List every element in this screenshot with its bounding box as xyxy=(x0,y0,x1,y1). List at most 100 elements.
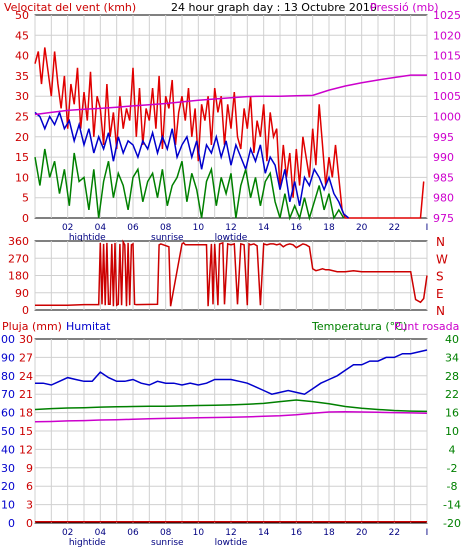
rain-humidity-temp-panel: 0102030405060708090100036912151821242730… xyxy=(0,333,461,548)
compass-label: S xyxy=(436,270,444,284)
wind-pressure-series xyxy=(34,47,427,221)
hour-tick-label: 04 xyxy=(95,223,107,233)
wind-speed-tick: 50 xyxy=(15,9,29,22)
wind-speed-tick: 20 xyxy=(15,131,29,144)
event-label-hightide: hightide xyxy=(69,538,106,548)
wind-speed-tick: 0 xyxy=(22,212,29,225)
event-label-lowtide: lowtide xyxy=(215,538,248,548)
direction-degree-axis: 0 90 180 270 360 xyxy=(8,235,29,317)
hour-tick-label: 16 xyxy=(291,528,303,538)
hour-tick-label: 14 xyxy=(258,528,270,538)
hour-tick-label: 12 xyxy=(225,528,236,538)
temperature-tick: 34 xyxy=(445,351,459,364)
hour-tick-label: 08 xyxy=(160,528,172,538)
wind-speed-tick: 15 xyxy=(15,151,29,164)
humidity-rain-axis: 0102030405060708090100036912151821242730 xyxy=(0,333,33,530)
hour-tick-label: 10 xyxy=(193,223,205,233)
direction-degree-tick: 180 xyxy=(8,270,29,283)
series-temperature xyxy=(34,399,428,413)
pressure-tick: 980 xyxy=(433,192,454,205)
temperature-tick: -20 xyxy=(443,517,461,530)
hour-tick-label: 20 xyxy=(356,528,368,538)
climate-event-labels: hightide sunrise lowtide xyxy=(69,538,248,548)
humidity-tick: 70 xyxy=(1,388,15,401)
temperature-tick: 16 xyxy=(445,407,459,420)
rain-tick: 24 xyxy=(19,370,33,383)
humidity-tick: 80 xyxy=(1,370,15,383)
hour-tick-label: 02 xyxy=(62,528,73,538)
climate-panel-grid xyxy=(34,339,428,523)
climate-series xyxy=(34,349,428,523)
pressure-tick: 1015 xyxy=(433,50,461,63)
hour-tick-label: 22 xyxy=(389,528,400,538)
rain-tick: 30 xyxy=(19,333,33,346)
wind-speed-tick: 40 xyxy=(15,50,29,63)
direction-degree-tick: 90 xyxy=(15,287,29,300)
wind-speed-tick: 10 xyxy=(15,171,29,184)
wind-speed-title: Velocitat del vent (kmh) xyxy=(4,1,136,14)
series-wind-min xyxy=(34,148,345,221)
humidity-tick: 30 xyxy=(1,462,15,475)
humidity-tick: 100 xyxy=(0,333,15,346)
wind-speed-tick: 35 xyxy=(15,70,29,83)
rain-title: Pluja (mm) xyxy=(2,320,62,333)
wind-speed-tick: 45 xyxy=(15,29,29,42)
wind-speed-tick: 30 xyxy=(15,90,29,103)
wind-event-labels: hightide sunrise lowtide xyxy=(69,233,248,243)
compass-label: N xyxy=(436,304,445,318)
pressure-tick: 1010 xyxy=(433,70,461,83)
temperature-tick: 4 xyxy=(449,443,456,456)
temperature-title: Temperatura (°C) xyxy=(311,320,407,333)
wind-speed-tick: 25 xyxy=(15,111,29,124)
humidity-tick: 50 xyxy=(1,425,15,438)
pressure-tick: 985 xyxy=(433,171,454,184)
pressure-axis: 975 980 985 990 995 1000 1005 1010 1015 1020 1025 xyxy=(433,9,461,225)
direction-degree-tick: 360 xyxy=(8,235,29,248)
temperature-tick: -14 xyxy=(443,499,461,512)
hour-tick-label: 16 xyxy=(291,223,303,233)
wind-hour-axis: 02 04 06 08 10 12 14 16 18 20 22 I xyxy=(62,223,428,233)
rain-tick: 3 xyxy=(26,499,33,512)
temperature-tick: 22 xyxy=(445,388,459,401)
humidity-tick: 10 xyxy=(1,499,15,512)
pressure-tick: 1000 xyxy=(433,111,461,124)
series-pressure xyxy=(34,74,427,116)
temperature-tick: -2 xyxy=(447,462,458,475)
hour-tick-label: I xyxy=(426,528,429,538)
humidity-tick: 60 xyxy=(1,407,15,420)
temperature-tick: -8 xyxy=(447,480,458,493)
pressure-tick: 995 xyxy=(433,131,454,144)
humidity-tick: 0 xyxy=(8,517,15,530)
humidity-title: Humitat xyxy=(66,320,111,333)
hour-tick-label: 06 xyxy=(127,528,139,538)
compass-label: N xyxy=(436,235,445,249)
hour-tick-label: 18 xyxy=(323,528,335,538)
wind-speed-tick: 5 xyxy=(22,192,29,205)
rain-tick: 0 xyxy=(26,517,33,530)
series-wind-avg xyxy=(34,110,350,219)
hour-tick-label: 02 xyxy=(62,223,73,233)
direction-degree-tick: 270 xyxy=(8,252,29,265)
wind-speed-axis: 0 5 10 15 20 25 30 35 40 45 50 xyxy=(15,9,29,225)
temperature-axis: -20 -14 -8 -2 4 10 16 22 28 34 40 xyxy=(443,333,461,530)
pressure-tick: 1005 xyxy=(433,90,461,103)
direction-series xyxy=(35,239,428,307)
rain-tick: 21 xyxy=(19,388,33,401)
pressure-tick: 990 xyxy=(433,151,454,164)
compass-label: E xyxy=(436,287,444,301)
event-label-sunrise: sunrise xyxy=(151,233,184,243)
hour-tick-label: 22 xyxy=(389,223,400,233)
climate-hour-axis: 02 04 06 08 10 12 14 16 18 20 22 I xyxy=(62,528,428,538)
temperature-tick: 40 xyxy=(445,333,459,346)
series-wind-direction xyxy=(35,239,428,307)
humidity-tick: 90 xyxy=(1,351,15,364)
rain-tick: 12 xyxy=(19,443,33,456)
hour-tick-label: 20 xyxy=(356,223,368,233)
event-label-lowtide: lowtide xyxy=(215,233,248,243)
humidity-tick: 40 xyxy=(1,443,15,456)
pressure-tick: 1020 xyxy=(433,29,461,42)
temperature-tick: 28 xyxy=(445,370,459,383)
